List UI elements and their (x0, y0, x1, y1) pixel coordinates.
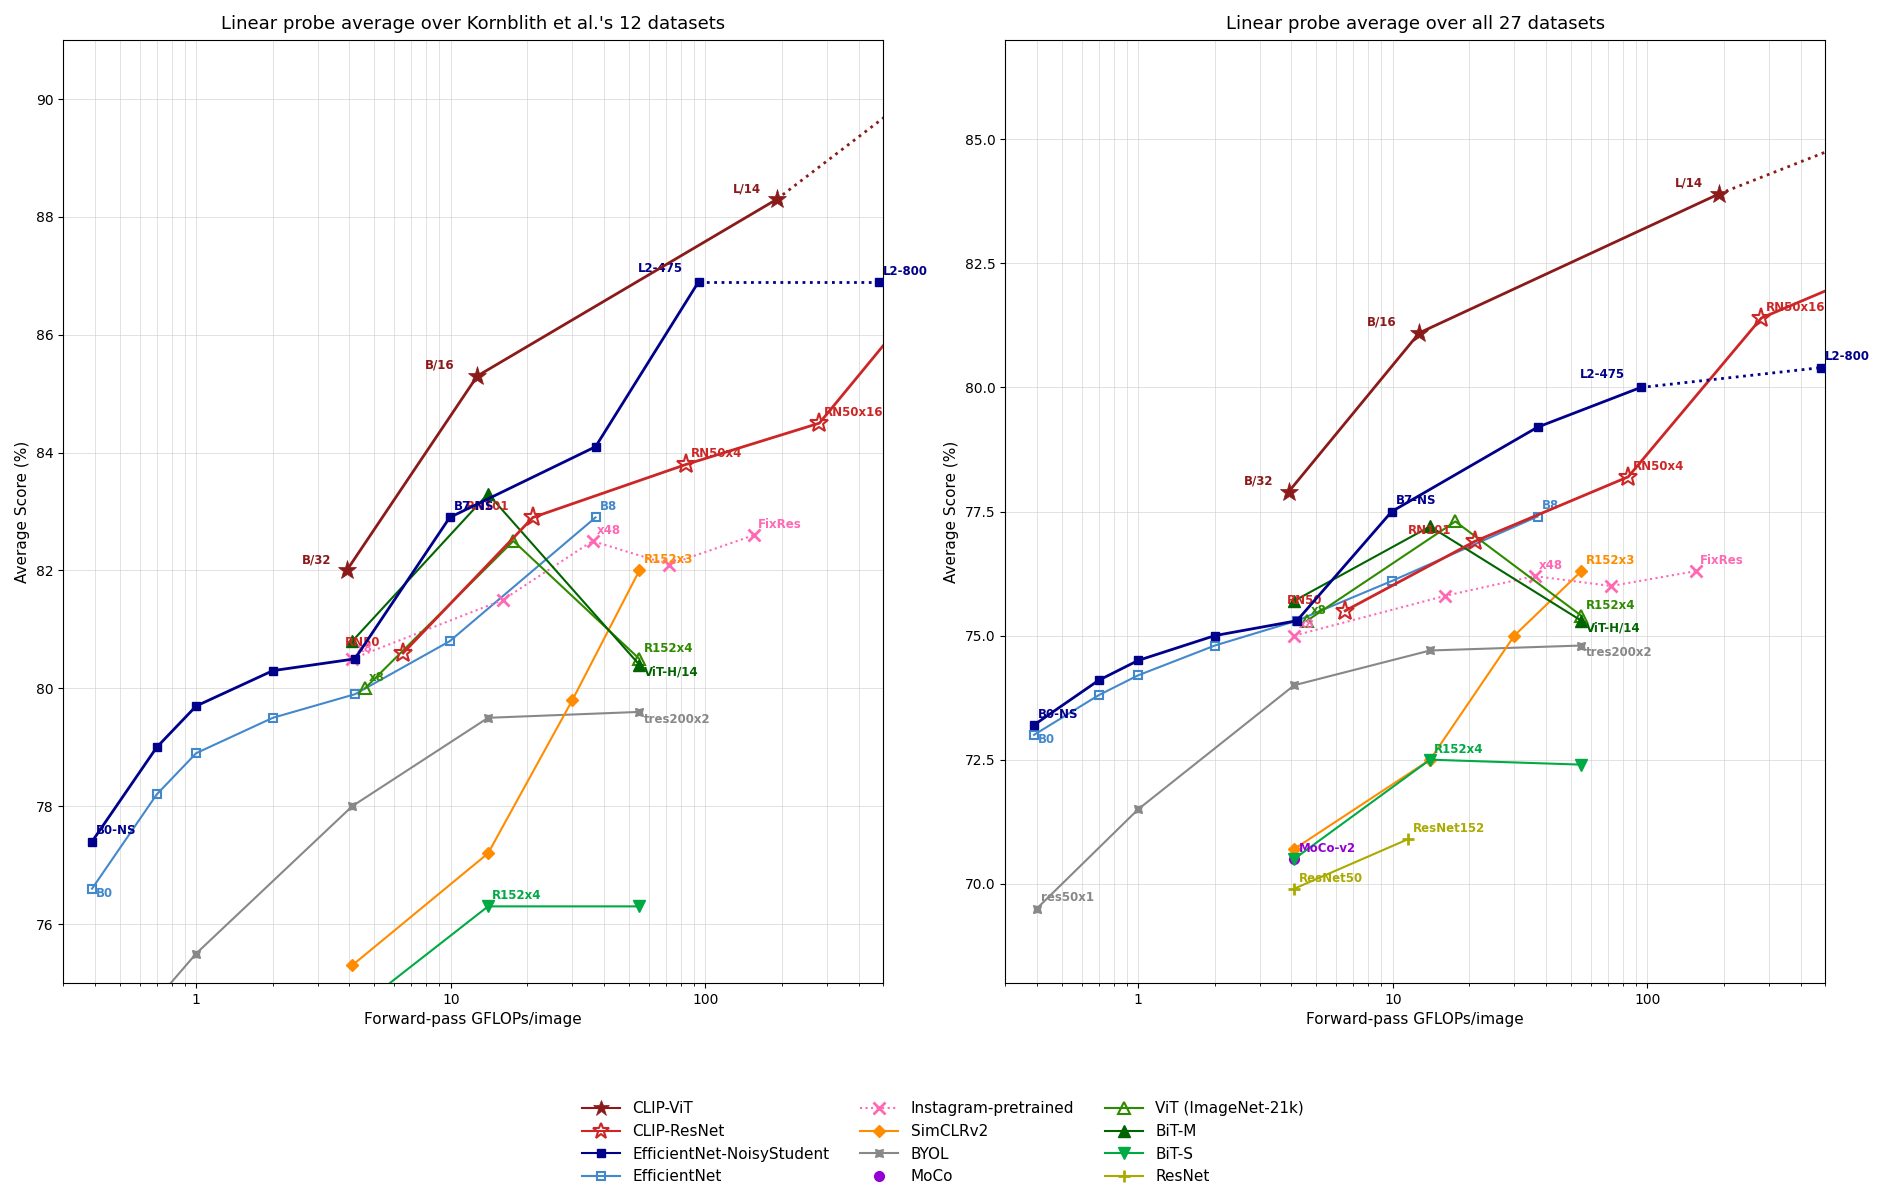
Text: x48: x48 (596, 524, 620, 537)
Text: x48: x48 (1539, 559, 1563, 571)
Y-axis label: Average Score (%): Average Score (%) (945, 441, 958, 582)
Text: RN50x4: RN50x4 (1633, 460, 1684, 473)
X-axis label: Forward-pass GFLOPs/image: Forward-pass GFLOPs/image (364, 1012, 583, 1027)
Text: RN50: RN50 (345, 636, 381, 649)
Y-axis label: Average Score (%): Average Score (%) (15, 441, 30, 582)
Text: B/32: B/32 (302, 553, 332, 567)
Text: L/14: L/14 (732, 182, 760, 195)
Text: R152x4: R152x4 (1433, 743, 1484, 756)
Text: RN101: RN101 (1409, 525, 1452, 537)
Text: RN50x16: RN50x16 (1765, 301, 1826, 314)
Text: L2-800: L2-800 (883, 265, 928, 278)
Text: RN50x16: RN50x16 (824, 406, 883, 419)
Text: B/16: B/16 (424, 359, 455, 371)
Text: x8: x8 (1298, 618, 1315, 631)
Text: x8: x8 (1311, 604, 1328, 617)
Text: tres200x2: tres200x2 (643, 713, 711, 726)
Text: B7-NS: B7-NS (455, 501, 494, 513)
Text: RN50: RN50 (1286, 594, 1322, 606)
Text: B8: B8 (600, 501, 617, 513)
Text: B7-NS: B7-NS (1396, 495, 1437, 508)
Text: RN50x4: RN50x4 (690, 447, 741, 460)
Text: B/16: B/16 (1367, 316, 1396, 328)
Text: x8: x8 (370, 671, 385, 684)
Text: L2-475: L2-475 (637, 262, 683, 274)
Text: B8: B8 (1541, 500, 1560, 513)
Text: RN101: RN101 (466, 501, 509, 513)
Text: R152x3: R152x3 (1586, 553, 1635, 567)
Text: L/14: L/14 (1675, 177, 1703, 189)
Text: ViT-H/14: ViT-H/14 (643, 666, 698, 678)
Legend: CLIP-ViT, CLIP-ResNet, EfficientNet-NoisyStudent, EfficientNet, Instagram-pretra: CLIP-ViT, CLIP-ResNet, EfficientNet-Nois… (575, 1095, 1311, 1191)
Text: R152x4: R152x4 (492, 889, 541, 902)
Title: Linear probe average over Kornblith et al.'s 12 datasets: Linear probe average over Kornblith et a… (221, 16, 726, 34)
Text: ViT-H/14: ViT-H/14 (1586, 622, 1641, 635)
Text: tres200x2: tres200x2 (1586, 647, 1652, 659)
Text: B/32: B/32 (1245, 474, 1273, 488)
Text: B0: B0 (96, 887, 113, 900)
Text: B0-NS: B0-NS (1037, 708, 1079, 721)
Text: res50x1: res50x1 (1041, 891, 1094, 904)
Text: R152x4: R152x4 (1586, 599, 1635, 612)
Title: Linear probe average over all 27 datasets: Linear probe average over all 27 dataset… (1226, 16, 1605, 34)
X-axis label: Forward-pass GFLOPs/image: Forward-pass GFLOPs/image (1307, 1012, 1524, 1027)
Text: x8: x8 (356, 642, 372, 654)
Text: ResNet50: ResNet50 (1298, 871, 1362, 884)
Text: MoCo-v2: MoCo-v2 (1298, 842, 1356, 854)
Text: B0-NS: B0-NS (96, 824, 136, 837)
Text: L2-800: L2-800 (1826, 351, 1871, 363)
Text: FixRes: FixRes (758, 518, 802, 531)
Text: L2-475: L2-475 (1580, 368, 1624, 381)
Text: R152x4: R152x4 (643, 642, 692, 654)
Text: R152x3: R152x3 (643, 553, 692, 567)
Text: B0: B0 (1037, 733, 1056, 746)
Text: FixRes: FixRes (1699, 553, 1745, 567)
Text: ResNet152: ResNet152 (1413, 822, 1484, 835)
